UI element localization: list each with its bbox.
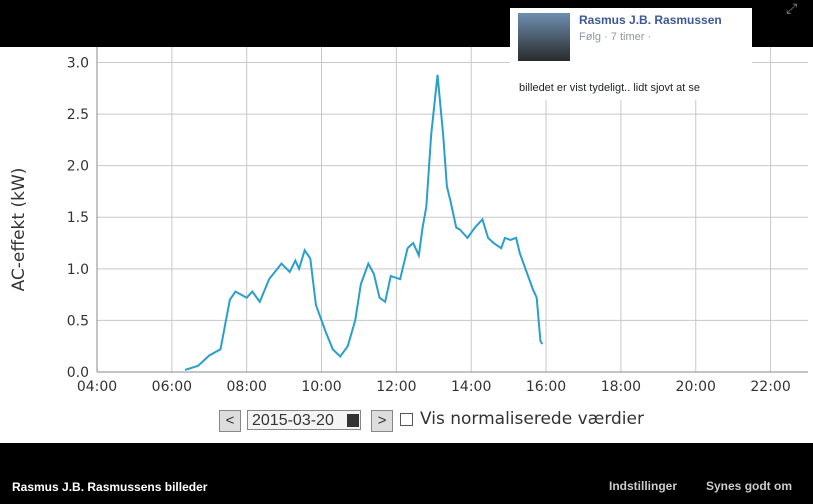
x-tick-label: 08:00 [227, 379, 267, 395]
x-tick-label: 04:00 [77, 379, 117, 395]
settings-link[interactable]: Indstillinger [609, 479, 678, 493]
avatar[interactable] [518, 13, 570, 61]
x-tick-label: 10:00 [301, 379, 341, 395]
comment-meta: Følg · 7 timer · [579, 31, 652, 43]
x-tick-label: 16:00 [526, 379, 566, 395]
y-tick-label: 2.0 [67, 159, 89, 175]
date-select[interactable]: 2015-03-20 [247, 410, 361, 430]
comment-author[interactable]: Rasmus J.B. Rasmussen [579, 13, 722, 27]
x-tick-label: 20:00 [676, 379, 716, 395]
expand-icon[interactable]: ⤢ [786, 0, 798, 16]
x-tick-label: 22:00 [750, 379, 790, 395]
y-tick-label: 3.0 [67, 55, 89, 71]
dropdown-arrow [347, 414, 359, 427]
y-tick-label: 0.0 [67, 365, 89, 381]
x-tick-label: 12:00 [376, 379, 416, 395]
next-button[interactable]: > [371, 410, 393, 432]
y-tick-label: 1.0 [67, 262, 89, 278]
comment-box: Rasmus J.B. Rasmussen Følg · 7 timer · b… [510, 8, 752, 100]
y-tick-label: 1.5 [67, 210, 89, 226]
album-title[interactable]: Rasmus J.B. Rasmussens billeder [12, 480, 208, 494]
checkbox[interactable] [400, 413, 413, 426]
x-tick-label: 18:00 [601, 379, 641, 395]
checkbox-label[interactable]: Vis normaliserede værdier [420, 409, 644, 429]
chart: 04:00 06:00 08:00 10:00 12:00 14:00 16:00 18:00… [9, 47, 808, 395]
x-tick-label: 14:00 [451, 379, 491, 395]
x-tick-label: 06:00 [152, 379, 192, 395]
comment-text: billedet er vist tydeligt.. lidt sjovt a… [519, 82, 700, 94]
y-tick-label: 0.5 [67, 313, 89, 329]
y-tick-label: 2.5 [67, 107, 89, 123]
photo: 04:00 06:00 08:00 10:00 12:00 14:00 16:00 18:00… [0, 47, 813, 443]
data-line [184, 74, 544, 371]
like-link[interactable]: Synes godt om [706, 479, 793, 493]
date-value: 2015-03-20 [252, 412, 334, 429]
y-axis-label: AC-effekt (kW) [9, 168, 29, 292]
prev-button[interactable]: < [219, 410, 241, 432]
